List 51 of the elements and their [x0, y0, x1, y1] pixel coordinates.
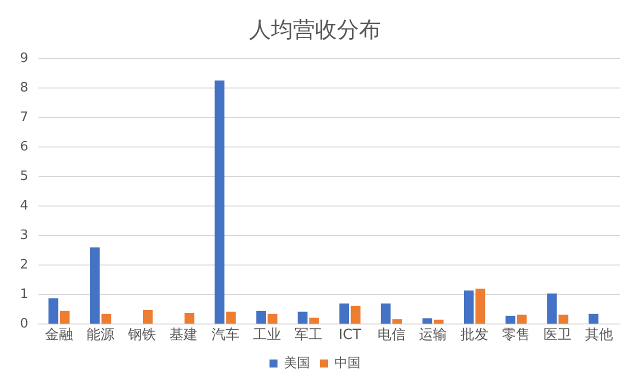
- bar: [226, 312, 236, 324]
- bar: [547, 293, 557, 324]
- x-tick-label: ICT: [338, 327, 362, 344]
- x-tick-label: 零售: [502, 327, 530, 344]
- legend-label: 中国: [334, 356, 360, 371]
- y-tick-label: 6: [20, 139, 28, 154]
- x-tick-label: 金融: [45, 327, 74, 344]
- x-tick-label: 汽车: [211, 327, 240, 344]
- x-tick-label: 军工: [294, 327, 322, 344]
- bar: [268, 314, 278, 324]
- x-tick-label: 运输: [419, 327, 448, 344]
- x-tick-label: 其他: [585, 327, 614, 344]
- bar: [48, 298, 58, 324]
- x-tick-label: 能源: [86, 327, 115, 344]
- bar: [143, 310, 153, 324]
- bar: [101, 314, 112, 324]
- x-tick-label: 批发: [460, 327, 489, 344]
- y-tick-label: 4: [20, 198, 28, 214]
- bar: [506, 316, 516, 324]
- bar: [309, 318, 319, 324]
- bar: [464, 290, 474, 324]
- bar: [516, 314, 527, 324]
- y-tick-label: 0: [20, 316, 28, 332]
- bar: [184, 312, 194, 324]
- chart-title: 人均营收分布: [249, 18, 381, 43]
- x-tick-label: 工业: [252, 327, 281, 344]
- bar: [588, 314, 598, 324]
- bar: [475, 288, 486, 324]
- bar: [298, 312, 308, 324]
- bar: [90, 247, 100, 324]
- y-tick-label: 3: [20, 228, 28, 243]
- legend-label: 美国: [284, 354, 310, 371]
- bar: [256, 310, 266, 324]
- bar: [60, 310, 70, 324]
- bar: [214, 80, 224, 324]
- y-tick-label: 7: [20, 110, 28, 125]
- bar: [350, 306, 360, 324]
- y-tick-label: 2: [20, 258, 28, 273]
- x-tick-label: 钢铁: [127, 327, 156, 344]
- bar: [558, 314, 568, 324]
- x-tick-label: 医卫: [544, 327, 572, 344]
- bar: [380, 304, 391, 324]
- x-tick-label: 电信: [377, 327, 406, 344]
- x-tick-label: 基建: [170, 327, 198, 344]
- bar: [392, 319, 402, 324]
- bar: [422, 318, 432, 324]
- y-tick-label: 8: [20, 80, 28, 96]
- y-tick-label: 9: [20, 50, 28, 66]
- y-tick-label: 1: [20, 287, 28, 302]
- y-tick-label: 5: [20, 168, 28, 184]
- bar: [339, 304, 350, 324]
